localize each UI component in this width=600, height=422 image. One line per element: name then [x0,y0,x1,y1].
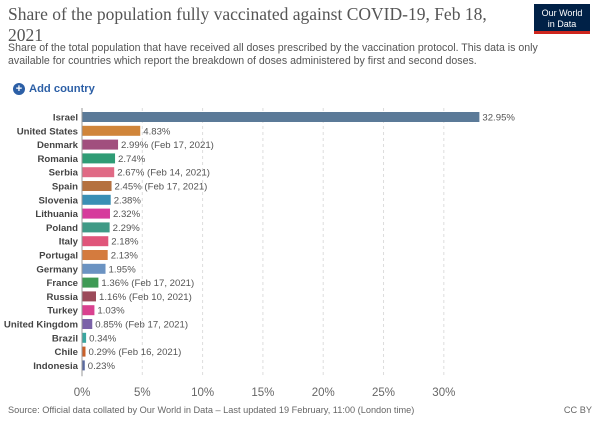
category-label: Italy [59,237,79,248]
bar [82,181,112,191]
category-label: Lithuania [35,209,78,220]
category-label: Serbia [49,168,79,179]
data-label: 32.95% [482,113,515,124]
category-label: Slovenia [39,195,79,206]
plus-circle-icon: + [13,83,25,95]
x-tick-label: 20% [312,387,335,399]
category-label: Turkey [47,306,78,317]
source-note[interactable]: Source: Official data collated by Our Wo… [8,405,415,415]
x-tick-label: 15% [251,387,274,399]
bar [82,194,111,205]
bar [82,112,480,122]
category-label: Chile [55,347,78,358]
bar [82,167,115,178]
data-label: 0.85% (Feb 17, 2021) [95,320,188,331]
data-label: 2.74% [118,154,146,165]
x-tick-label: 10% [191,387,214,399]
license-link[interactable]: CC BY [563,405,592,415]
data-label: 2.18% [111,237,139,248]
x-tick-label: 0% [74,387,91,399]
category-label: United States [17,126,78,137]
bar [82,305,95,316]
data-label: 0.29% (Feb 16, 2021) [88,347,181,358]
chart-subtitle: Share of the total population that have … [8,42,538,67]
bar [82,332,87,343]
bar [82,208,110,219]
bar [82,139,119,150]
data-label: 2.45% (Feb 17, 2021) [115,182,208,193]
bar [82,360,85,371]
data-label: 2.99% (Feb 17, 2021) [121,140,214,151]
bar [82,222,110,233]
bar [82,125,141,136]
category-label: Portugal [39,251,78,262]
data-label: 1.16% (Feb 10, 2021) [99,292,192,303]
data-label: 2.13% [111,251,139,262]
bar-chart: 0% 5% 10% 15% 20% 25% 30% Israel 32.95% United St… [4,108,515,399]
category-label: Spain [52,182,78,193]
x-tick-label: 25% [372,387,395,399]
data-label: 0.34% [89,333,117,344]
bar [82,250,108,260]
add-country-label: Add country [29,83,95,95]
category-label: France [47,278,78,289]
category-label: Brazil [52,333,78,344]
owid-logo[interactable]: Our World in Data [534,4,590,34]
x-tick-label: 30% [432,387,455,399]
bar [82,153,116,164]
logo-line-2: in Data [547,18,577,29]
category-label: Indonesia [33,361,78,372]
data-label: 2.67% (Feb 14, 2021) [117,168,210,179]
category-label: Romania [37,154,78,165]
data-label: 1.95% [109,264,137,275]
footer: Source: Official data collated by Our Wo… [8,405,592,415]
add-country-button[interactable]: + Add country [13,82,95,96]
category-label: Denmark [37,140,79,151]
data-label: 2.29% [113,223,141,234]
logo-line-1: Our World [541,8,583,18]
data-label: 2.38% [114,195,142,206]
data-label: 1.03% [97,306,125,317]
bar [82,346,86,357]
data-label: 1.36% (Feb 17, 2021) [101,278,194,289]
bar [82,236,109,247]
bar [82,263,106,274]
bar [82,319,93,329]
data-label: 0.23% [88,361,116,372]
category-label: Russia [47,292,79,303]
data-label: 4.83% [143,126,171,137]
category-label: Poland [46,223,78,234]
bar [82,277,99,288]
chart-title: Share of the population fully vaccinated… [8,4,487,45]
bar [82,291,96,302]
category-label: Israel [53,113,78,124]
data-label: 2.32% [113,209,141,220]
category-label: Germany [36,264,78,275]
category-label: United Kingdom [4,320,78,331]
x-tick-label: 5% [134,387,151,399]
